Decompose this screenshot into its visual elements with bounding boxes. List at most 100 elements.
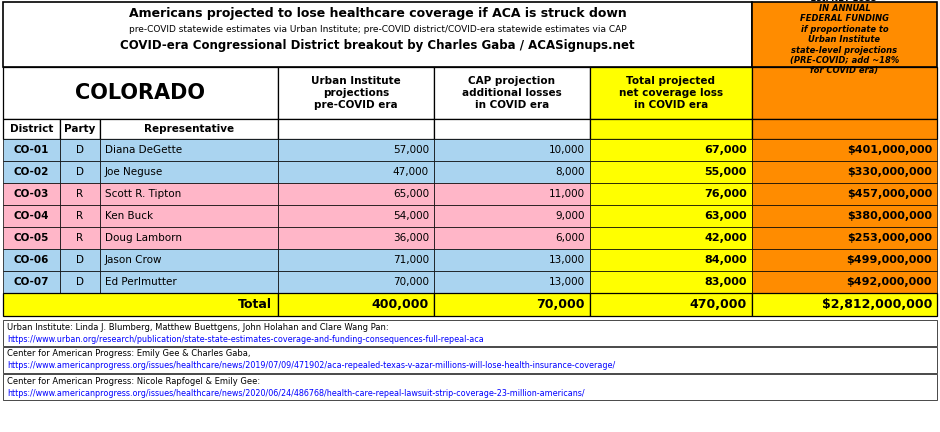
Text: Representative: Representative — [144, 124, 234, 134]
Text: 400,000: 400,000 — [371, 298, 429, 311]
Bar — [434, 249, 590, 271]
Text: https://www.americanprogress.org/issues/healthcare/news/2019/07/09/471902/aca-re: https://www.americanprogress.org/issues/… — [7, 362, 616, 371]
Text: 76,000: 76,000 — [704, 189, 747, 199]
Text: CO-03: CO-03 — [14, 189, 49, 199]
Text: 470,000: 470,000 — [690, 298, 747, 311]
Text: Urban Institute: Linda J. Blumberg, Matthew Buettgens, John Holahan and Clare Wa: Urban Institute: Linda J. Blumberg, Matt… — [7, 323, 388, 331]
Text: 13,000: 13,000 — [549, 277, 585, 287]
Bar — [278, 119, 434, 139]
Text: 70,000: 70,000 — [393, 277, 429, 287]
Bar — [60, 183, 100, 205]
Text: $492,000,000: $492,000,000 — [847, 277, 932, 287]
Bar — [590, 67, 752, 119]
Text: Diana DeGette: Diana DeGette — [105, 145, 182, 155]
Text: $380,000,000: $380,000,000 — [847, 211, 932, 221]
Bar — [3, 347, 937, 373]
Bar — [434, 67, 590, 119]
Text: Total projected
net coverage loss
in COVID era: Total projected net coverage loss in COV… — [619, 76, 723, 110]
Bar — [278, 271, 434, 293]
Bar — [752, 67, 937, 119]
Bar — [278, 293, 434, 316]
Bar — [60, 161, 100, 183]
Text: 70,000: 70,000 — [537, 298, 585, 311]
Bar — [278, 161, 434, 183]
Bar — [3, 293, 278, 316]
Bar — [590, 271, 752, 293]
Bar — [100, 249, 278, 271]
Text: $401,000,000: $401,000,000 — [847, 145, 932, 155]
Bar — [752, 249, 937, 271]
Text: https://www.urban.org/research/publication/state-state-estimates-coverage-and-fu: https://www.urban.org/research/publicati… — [7, 334, 484, 343]
Bar — [590, 183, 752, 205]
Text: D: D — [76, 167, 84, 177]
Text: $330,000,000: $330,000,000 — [847, 167, 932, 177]
Text: 54,000: 54,000 — [393, 211, 429, 221]
Bar — [100, 183, 278, 205]
Bar — [3, 139, 60, 161]
Text: Est. NET LOSS
IN ANNUAL
FEDERAL FUNDING
if proportionate to
Urban Institute
stat: Est. NET LOSS IN ANNUAL FEDERAL FUNDING … — [790, 0, 900, 76]
Bar — [60, 271, 100, 293]
Text: Center for American Progress: Nicole Rapfogel & Emily Gee:: Center for American Progress: Nicole Rap… — [7, 377, 260, 385]
Text: 10,000: 10,000 — [549, 145, 585, 155]
Text: CO-07: CO-07 — [14, 277, 49, 287]
Bar — [752, 227, 937, 249]
Bar — [100, 139, 278, 161]
Bar — [434, 161, 590, 183]
Bar — [60, 249, 100, 271]
Bar — [100, 119, 278, 139]
Bar — [278, 205, 434, 227]
Bar — [3, 320, 937, 346]
Text: 47,000: 47,000 — [393, 167, 429, 177]
Bar — [278, 183, 434, 205]
Bar — [100, 205, 278, 227]
Text: 55,000: 55,000 — [705, 167, 747, 177]
Text: Total: Total — [238, 298, 272, 311]
Text: $457,000,000: $457,000,000 — [847, 189, 932, 199]
Bar — [434, 271, 590, 293]
Text: 9,000: 9,000 — [556, 211, 585, 221]
Bar — [60, 227, 100, 249]
Text: Doug Lamborn: Doug Lamborn — [105, 233, 182, 243]
Bar — [60, 205, 100, 227]
Text: 13,000: 13,000 — [549, 255, 585, 265]
Text: 63,000: 63,000 — [704, 211, 747, 221]
Text: Scott R. Tipton: Scott R. Tipton — [105, 189, 181, 199]
Bar — [100, 271, 278, 293]
Bar — [434, 139, 590, 161]
Text: 42,000: 42,000 — [704, 233, 747, 243]
Bar — [3, 271, 60, 293]
Text: 83,000: 83,000 — [704, 277, 747, 287]
Bar — [60, 139, 100, 161]
Bar — [752, 139, 937, 161]
Bar — [3, 161, 60, 183]
Bar — [3, 205, 60, 227]
Text: CO-04: CO-04 — [14, 211, 49, 221]
Bar — [590, 249, 752, 271]
Text: $499,000,000: $499,000,000 — [846, 255, 932, 265]
Text: 57,000: 57,000 — [393, 145, 429, 155]
Text: Joe Neguse: Joe Neguse — [105, 167, 164, 177]
Text: Ed Perlmutter: Ed Perlmutter — [105, 277, 177, 287]
Text: Ken Buck: Ken Buck — [105, 211, 153, 221]
Text: CAP projection
additional losses
in COVID era: CAP projection additional losses in COVI… — [462, 76, 562, 110]
Bar — [752, 2, 937, 67]
Text: 67,000: 67,000 — [704, 145, 747, 155]
Bar — [752, 119, 937, 139]
Text: 84,000: 84,000 — [704, 255, 747, 265]
Bar — [752, 293, 937, 316]
Text: R: R — [76, 189, 84, 199]
Bar — [434, 205, 590, 227]
Bar — [752, 205, 937, 227]
Bar — [278, 139, 434, 161]
Bar — [3, 119, 60, 139]
Text: Americans projected to lose healthcare coverage if ACA is struck down: Americans projected to lose healthcare c… — [129, 7, 626, 20]
Bar — [434, 119, 590, 139]
Bar — [590, 119, 752, 139]
Text: 11,000: 11,000 — [549, 189, 585, 199]
Bar — [60, 119, 100, 139]
Bar — [3, 67, 278, 119]
Text: 36,000: 36,000 — [393, 233, 429, 243]
Text: Center for American Progress: Emily Gee & Charles Gaba,: Center for American Progress: Emily Gee … — [7, 349, 250, 359]
Text: pre-COVID statewide estimates via Urban Institute; pre-COVID district/COVID-era : pre-COVID statewide estimates via Urban … — [129, 25, 626, 34]
Text: R: R — [76, 211, 84, 221]
